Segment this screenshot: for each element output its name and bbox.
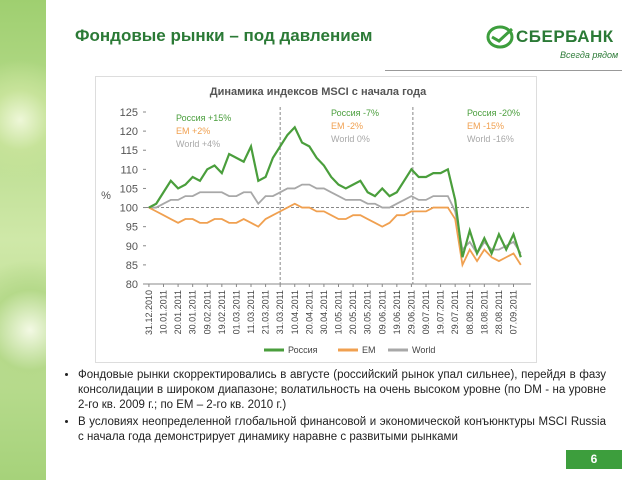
x-tick-label: 30.04.2011 <box>319 290 329 334</box>
annotation: World +4% <box>176 139 220 149</box>
x-tick-label: 28.08.2011 <box>494 290 504 334</box>
bullet-list: Фондовые рынки скорректировались в авгус… <box>62 368 606 447</box>
bullet: Фондовые рынки скорректировались в авгус… <box>78 368 606 413</box>
x-tick-label: 10.05.2011 <box>334 290 344 334</box>
annotation: World 0% <box>331 134 370 144</box>
legend-label: World <box>412 345 435 355</box>
page-number: 6 <box>566 450 622 469</box>
x-tick-label: 21.03.2011 <box>261 290 271 334</box>
bullet: В условиях неопределенной глобальной фин… <box>78 415 606 445</box>
y-tick-label: 95 <box>126 222 138 234</box>
slide-title: Фондовые рынки – под давлением <box>75 26 373 45</box>
x-tick-label: 10.01.2011 <box>159 290 169 334</box>
y-tick-label: 120 <box>120 126 138 138</box>
x-tick-label: 31.12.2010 <box>144 290 154 335</box>
x-tick-label: 20.05.2011 <box>348 290 358 334</box>
x-tick-label: 30.05.2011 <box>363 290 373 334</box>
logo-text: СБЕРБАНК <box>516 27 614 46</box>
legend-label: ЕМ <box>362 345 376 355</box>
series-line <box>148 202 522 268</box>
y-tick-label: 110 <box>120 164 138 176</box>
x-tick-label: 11.03.2011 <box>246 290 256 334</box>
chart-title: Динамика индексов MSCI с начала года <box>210 86 427 98</box>
x-tick-label: 29.06.2011 <box>406 290 416 334</box>
slogan: Всегда рядом <box>560 50 619 60</box>
x-tick-label: 20.01.2011 <box>173 290 183 334</box>
x-tick-label: 30.01.2011 <box>188 290 198 334</box>
y-tick-label: 80 <box>126 279 138 291</box>
x-tick-label: 01.03.2011 <box>231 290 241 334</box>
x-tick-label: 29.07.2011 <box>450 290 460 334</box>
series-line <box>148 183 522 256</box>
x-tick-label: 31.03.2011 <box>275 290 285 334</box>
x-tick-label: 19.02.2011 <box>217 290 227 334</box>
x-tick-label: 07.09.2011 <box>509 290 519 334</box>
annotation: Россия +15% <box>176 113 231 123</box>
x-tick-label: 19.06.2011 <box>392 290 402 334</box>
y-tick-label: 105 <box>120 183 138 195</box>
y-tick-label: 115 <box>120 145 138 157</box>
x-tick-label: 09.06.2011 <box>377 290 387 334</box>
annotation: ЕМ -15% <box>467 121 504 131</box>
x-tick-label: 18.08.2011 <box>479 290 489 334</box>
x-tick-label: 19.07.2011 <box>436 290 446 334</box>
annotation: World -16% <box>467 134 514 144</box>
y-tick-label: 90 <box>126 241 138 253</box>
annotation: ЕМ -2% <box>331 121 363 131</box>
y-tick-label: 85 <box>126 260 138 272</box>
x-tick-label: 10.04.2011 <box>290 290 300 334</box>
title-rule <box>385 70 622 71</box>
annotation: Россия -7% <box>331 108 379 118</box>
x-tick-label: 09.02.2011 <box>202 290 212 334</box>
x-tick-label: 08.08.2011 <box>465 290 475 334</box>
side-decoration <box>0 0 46 480</box>
y-tick-label: 100 <box>120 203 138 215</box>
logo-mark <box>486 25 514 49</box>
x-tick-label: 09.07.2011 <box>421 290 431 334</box>
annotation: Россия -20% <box>467 108 520 118</box>
legend-label: Россия <box>288 345 318 355</box>
series-line <box>148 125 522 258</box>
annotation: ЕМ +2% <box>176 126 210 136</box>
chart: Динамика индексов MSCI с начала года % 8… <box>95 76 537 363</box>
y-tick-label: 125 <box>120 107 138 119</box>
y-axis-label: % <box>101 190 111 202</box>
x-tick-label: 20.04.2011 <box>304 290 314 334</box>
